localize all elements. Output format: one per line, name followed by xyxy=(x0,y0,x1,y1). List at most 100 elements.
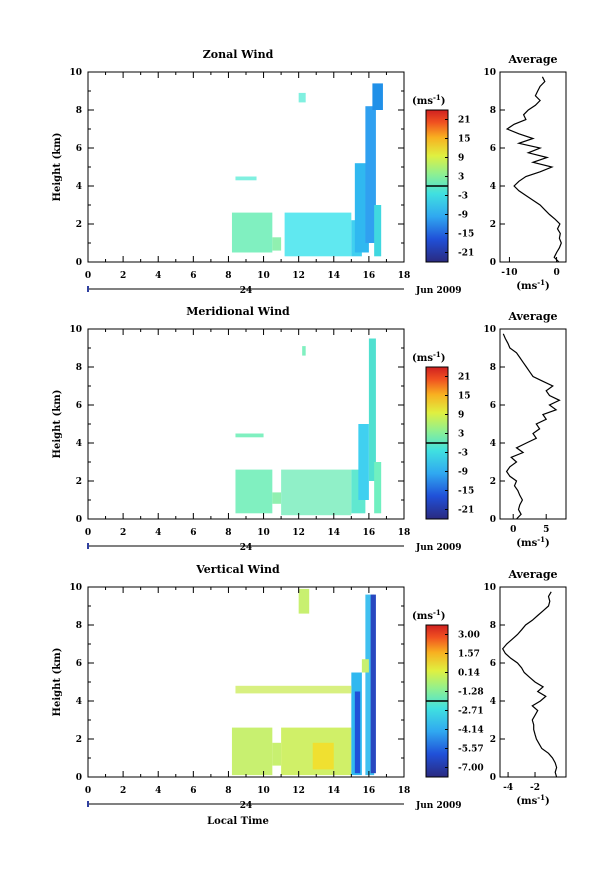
y-tick-label: 8 xyxy=(76,106,82,116)
average-title: Average xyxy=(507,310,557,323)
colorbar-unit-text: (ms xyxy=(412,611,433,622)
average-x-tick-label: -4 xyxy=(503,783,513,793)
colorbar-label: -9 xyxy=(458,211,468,221)
x-tick-label: 2 xyxy=(120,528,126,538)
average-profile-line xyxy=(505,76,562,263)
colorbar-label: 9 xyxy=(458,411,464,421)
date-day-label: 24 xyxy=(240,801,253,811)
x-tick-label: 4 xyxy=(155,528,161,538)
heatmap-cell xyxy=(235,469,273,514)
colorbar-label: 3.00 xyxy=(458,631,480,641)
y-tick-label: 2 xyxy=(76,220,82,230)
heatmap-cell xyxy=(361,659,369,673)
heatmap-cell xyxy=(272,492,282,504)
y-tick-label: 8 xyxy=(76,621,82,631)
average-x-label-close: ) xyxy=(545,796,550,807)
heatmap-cell xyxy=(298,92,306,103)
colorbar-label: -3 xyxy=(458,192,468,202)
average-y-tick-label: 6 xyxy=(490,144,496,154)
heatmap-cell xyxy=(365,594,375,776)
colorbar-label: 15 xyxy=(458,392,471,402)
colorbar-label: -21 xyxy=(458,249,474,259)
colorbar-label: -3 xyxy=(458,449,468,459)
colorbar-label: 1.57 xyxy=(458,650,480,660)
x-tick-label: 8 xyxy=(225,271,231,281)
average-y-tick-label: 10 xyxy=(483,583,496,593)
x-tick-label: 8 xyxy=(225,786,231,796)
average-x-label: (ms-1) xyxy=(516,793,549,807)
x-tick-label: 2 xyxy=(120,271,126,281)
colorbar-unit: (ms-1) xyxy=(412,350,445,364)
average-y-tick-label: 6 xyxy=(490,401,496,411)
average-frame xyxy=(499,586,567,778)
average-x-label-text: (ms xyxy=(516,538,537,549)
heatmap-cell xyxy=(235,433,264,438)
y-tick-label: 8 xyxy=(76,363,82,373)
date-label: Jun 2009 xyxy=(415,801,462,811)
x-tick-label: 0 xyxy=(85,786,91,796)
x-tick-label: 18 xyxy=(398,528,411,538)
y-tick-label: 4 xyxy=(76,697,82,707)
colorbar-unit-text: (ms xyxy=(412,353,433,364)
x-tick-label: 2 xyxy=(120,786,126,796)
y-axis-label: Height (km) xyxy=(52,390,63,459)
chart-title: Vertical Wind xyxy=(195,563,280,576)
y-tick-label: 2 xyxy=(76,477,82,487)
colorbar-label: -5.57 xyxy=(458,745,484,755)
average-y-tick-label: 2 xyxy=(490,735,496,745)
heatmap-cell xyxy=(272,742,282,766)
x-tick-label: 14 xyxy=(328,786,341,796)
average-y-tick-label: 0 xyxy=(490,773,496,783)
x-tick-label: 12 xyxy=(292,271,305,281)
average-y-tick-label: 6 xyxy=(490,659,496,669)
date-day-label: 24 xyxy=(240,543,253,553)
y-tick-label: 6 xyxy=(76,144,82,154)
average-y-tick-label: 2 xyxy=(490,477,496,487)
average-x-tick-label: -2 xyxy=(530,783,540,793)
average-title: Average xyxy=(507,568,557,581)
heatmap-cell xyxy=(302,346,306,356)
average-x-label: (ms-1) xyxy=(516,535,549,549)
average-x-tick-label: 5 xyxy=(543,525,549,535)
heatmap-cell xyxy=(368,338,376,481)
colorbar-unit: (ms-1) xyxy=(412,93,445,107)
date-day-label: 24 xyxy=(240,286,253,296)
colorbar-unit-close: ) xyxy=(441,96,446,107)
colorbar-label: 21 xyxy=(458,373,471,383)
x-tick-label: 18 xyxy=(398,786,411,796)
average-x-label-exponent: -1 xyxy=(537,278,545,287)
colorbar-unit-exponent: -1 xyxy=(433,93,441,102)
x-tick-label: 10 xyxy=(257,528,270,538)
average-x-label-close: ) xyxy=(545,281,550,292)
colorbar-label: -2.71 xyxy=(458,707,484,717)
average-y-tick-label: 4 xyxy=(490,697,496,707)
date-label: Jun 2009 xyxy=(415,286,462,296)
heatmap-cell xyxy=(374,205,382,257)
y-tick-label: 4 xyxy=(76,439,82,449)
heatmap-cell xyxy=(231,727,273,776)
colorbar-label: -4.14 xyxy=(458,726,484,736)
average-y-tick-label: 8 xyxy=(490,363,496,373)
x-tick-label: 16 xyxy=(363,528,376,538)
y-tick-label: 10 xyxy=(69,68,82,78)
colorbar-label: -9 xyxy=(458,468,468,478)
colorbar-label: -21 xyxy=(458,506,474,516)
average-x-label-text: (ms xyxy=(516,281,537,292)
average-y-tick-label: 8 xyxy=(490,106,496,116)
average-frame xyxy=(499,328,567,520)
average-x-label-exponent: -1 xyxy=(537,535,545,544)
colorbar-label: 21 xyxy=(458,116,471,126)
average-x-tick-label: 0 xyxy=(553,268,559,278)
heatmap-cell xyxy=(298,588,310,614)
heatmap-cell xyxy=(235,685,352,694)
heatmap-cell xyxy=(372,83,383,110)
heatmap-cell xyxy=(312,742,334,770)
date-label: Jun 2009 xyxy=(415,543,462,553)
heatmap-cell xyxy=(272,237,282,251)
x-tick-label: 14 xyxy=(328,271,341,281)
colorbar-unit-text: (ms xyxy=(412,96,433,107)
heatmap-cell xyxy=(370,594,376,774)
x-tick-label: 16 xyxy=(363,271,376,281)
x-tick-label: 12 xyxy=(292,786,305,796)
